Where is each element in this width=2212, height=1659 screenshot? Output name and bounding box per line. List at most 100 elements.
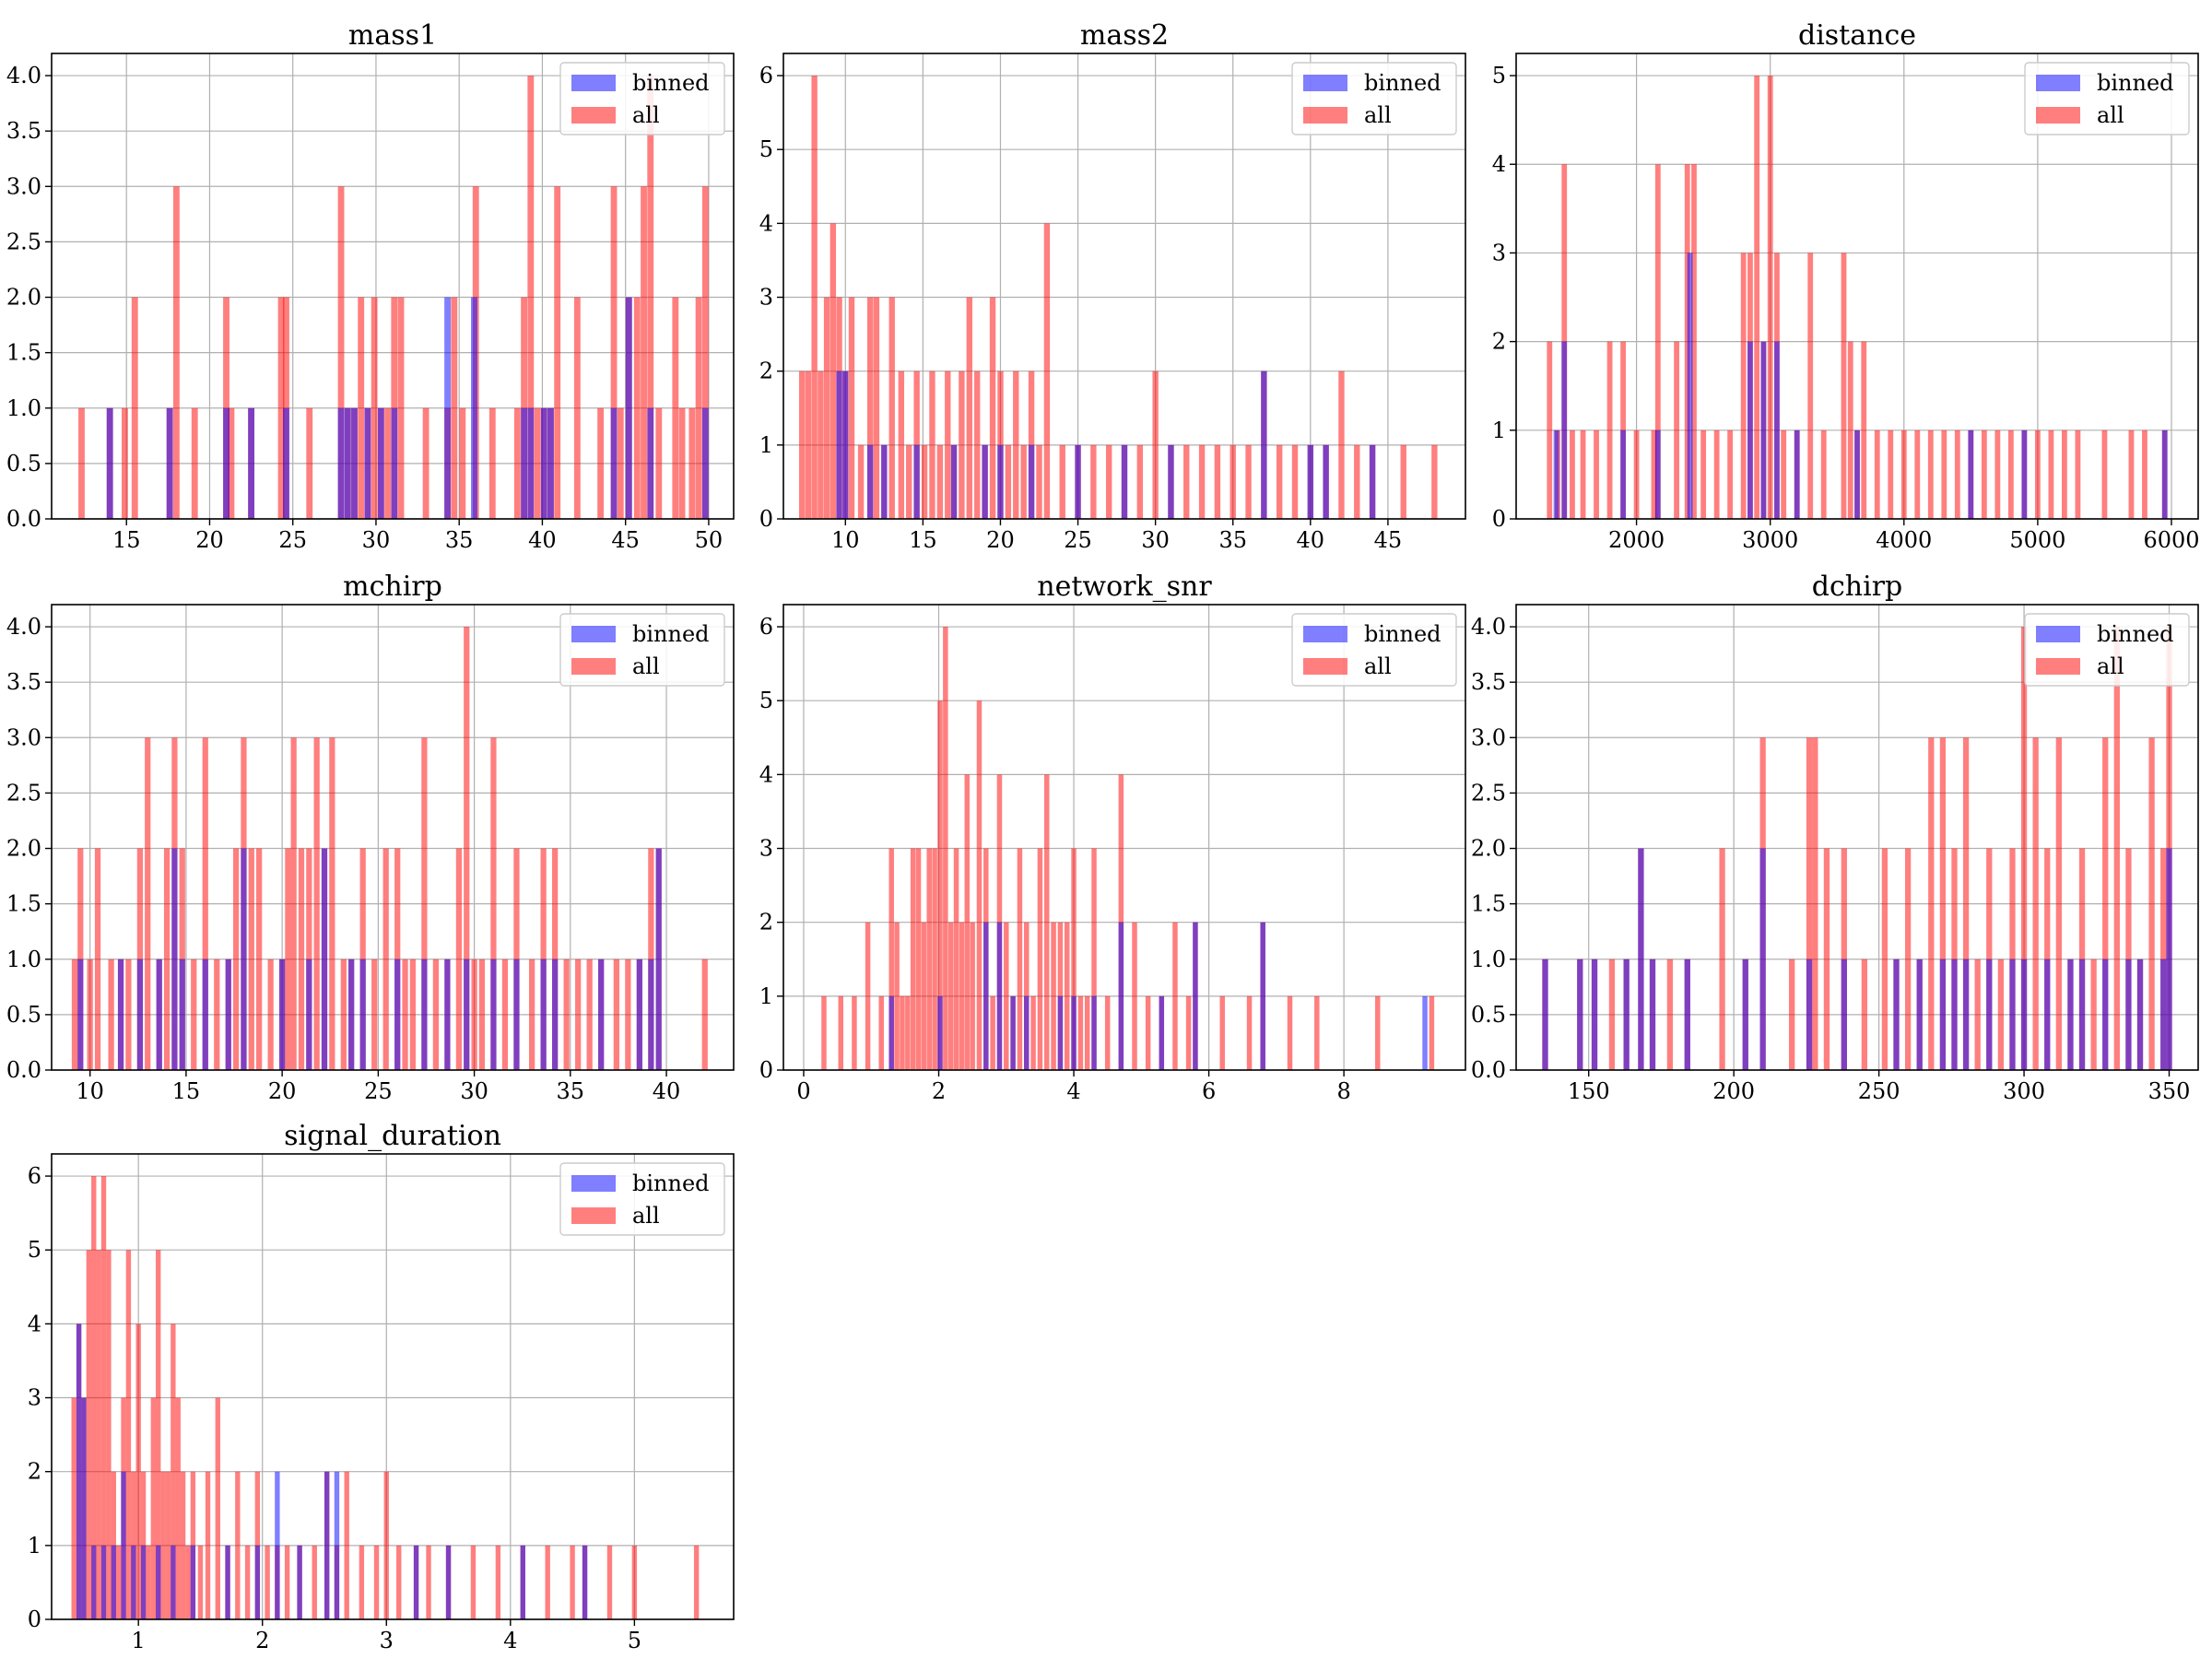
bar-all <box>371 959 378 1070</box>
bar-all <box>185 1545 191 1619</box>
bar-all <box>1036 444 1042 519</box>
bar-binned <box>179 959 185 1070</box>
bar-binned <box>1620 429 1626 519</box>
bar-binned <box>1742 959 1748 1070</box>
x-tick-label: 2 <box>932 1078 946 1104</box>
legend: binned all <box>2024 613 2190 687</box>
legend-swatch-all <box>1303 107 1347 124</box>
bar-all <box>996 774 1003 1070</box>
y-tick-label: 3.0 <box>6 173 41 199</box>
bar-all <box>471 959 477 1070</box>
bar-binned <box>136 959 144 1070</box>
bar-binned <box>950 444 958 519</box>
y-tick-label: 2 <box>1492 329 1506 355</box>
bar-all <box>1136 444 1144 519</box>
axes-frame <box>1515 604 2199 1071</box>
bar-all <box>1091 848 1097 1070</box>
bar-binned <box>131 1545 136 1619</box>
bar-all <box>1719 848 1725 1070</box>
bar-all <box>329 737 335 1070</box>
bar-all <box>202 737 208 1070</box>
bar-binned <box>1028 444 1035 519</box>
legend-swatch-binned <box>571 1175 616 1192</box>
y-tick-label: 4.0 <box>6 63 41 88</box>
y-tick-label: 2.5 <box>6 229 41 254</box>
legend-label-all: all <box>632 1203 660 1229</box>
subplot-mass1: 15 20 25 30 35 40 45 50 0.0 0.5 1.0 1.5 2.0 2.5 3.0 3.5… <box>6 19 735 553</box>
y-tick-label: 3.5 <box>6 118 41 144</box>
subplot-title: mchirp <box>343 571 442 603</box>
bar-all <box>1246 995 1253 1070</box>
bar-all <box>1400 444 1406 519</box>
y-tick-label: 1.0 <box>1471 947 1506 972</box>
bar-all <box>1812 737 1818 1070</box>
bar-all <box>1219 995 1225 1070</box>
bar-all <box>108 959 114 1070</box>
legend-swatch-binned <box>571 75 616 91</box>
bar-all <box>929 371 935 519</box>
bar-all <box>402 959 408 1070</box>
subplot-title: network_snr <box>1037 571 1212 603</box>
bar-all <box>586 959 593 1070</box>
bar-binned <box>636 959 642 1070</box>
bar-all <box>1654 164 1661 519</box>
bar-all <box>1997 959 2005 1070</box>
bar-all <box>358 297 365 519</box>
bar-all <box>2142 429 2147 519</box>
bar-all <box>852 995 857 1070</box>
bar-binned <box>1323 444 1329 519</box>
bar-all <box>1789 959 1795 1070</box>
legend-swatch-all <box>2036 107 2080 124</box>
legend-label-all: all <box>1364 653 1392 679</box>
legend-swatch-binned <box>1303 75 1347 91</box>
bar-all <box>1291 444 1299 519</box>
y-tick-label: 2.5 <box>1471 780 1506 806</box>
axes-frame <box>1515 53 2199 520</box>
x-tick-label: 5 <box>628 1628 641 1653</box>
bar-all <box>1028 371 1035 519</box>
bar-all <box>191 407 198 519</box>
x-tick-label: 50 <box>695 527 724 553</box>
bar-all <box>866 297 874 519</box>
bar-all <box>1606 341 1613 519</box>
axes-frame <box>51 1153 735 1620</box>
subplot-title: mass1 <box>348 19 437 52</box>
bar-all <box>344 1471 349 1619</box>
bar-binned <box>1939 959 1947 1070</box>
x-tick-label: 8 <box>1336 1078 1350 1104</box>
bar-binned <box>2021 429 2028 519</box>
y-tick-label: 0.0 <box>6 1057 41 1083</box>
y-tick-label: 0 <box>759 506 773 532</box>
y-tick-label: 1 <box>1492 418 1506 443</box>
bar-binned <box>983 922 989 1070</box>
bar-all <box>1152 371 1159 519</box>
y-tick-label: 2 <box>759 359 773 384</box>
bar-binned <box>445 1545 452 1619</box>
bar-all <box>1807 253 1814 519</box>
bar-all <box>1727 429 1734 519</box>
bar-all <box>959 371 965 519</box>
bar-all <box>1338 371 1345 519</box>
bar-all <box>573 297 581 519</box>
y-tick-label: 1.0 <box>6 395 41 421</box>
bar-binned <box>2067 959 2074 1070</box>
x-tick-label: 25 <box>278 527 307 553</box>
bar-binned <box>377 407 384 519</box>
y-tick-label: 1.5 <box>6 891 41 917</box>
bar-all <box>936 444 944 519</box>
bar-binned <box>1307 444 1314 519</box>
bar-binned <box>351 407 358 519</box>
bar-all <box>818 371 824 519</box>
y-tick-label: 5 <box>759 688 773 713</box>
bar-all <box>545 1545 550 1619</box>
bar-binned <box>888 995 894 1070</box>
bar-all <box>932 848 937 1070</box>
bar-all <box>1071 848 1077 1070</box>
subplot-title: mass2 <box>1080 19 1169 52</box>
bar-all <box>1118 774 1124 1070</box>
x-tick-label: 5000 <box>2009 527 2065 553</box>
bar-all <box>87 959 93 1070</box>
bar-all <box>647 76 654 519</box>
bar-all <box>71 1397 76 1619</box>
bar-all <box>397 297 405 519</box>
